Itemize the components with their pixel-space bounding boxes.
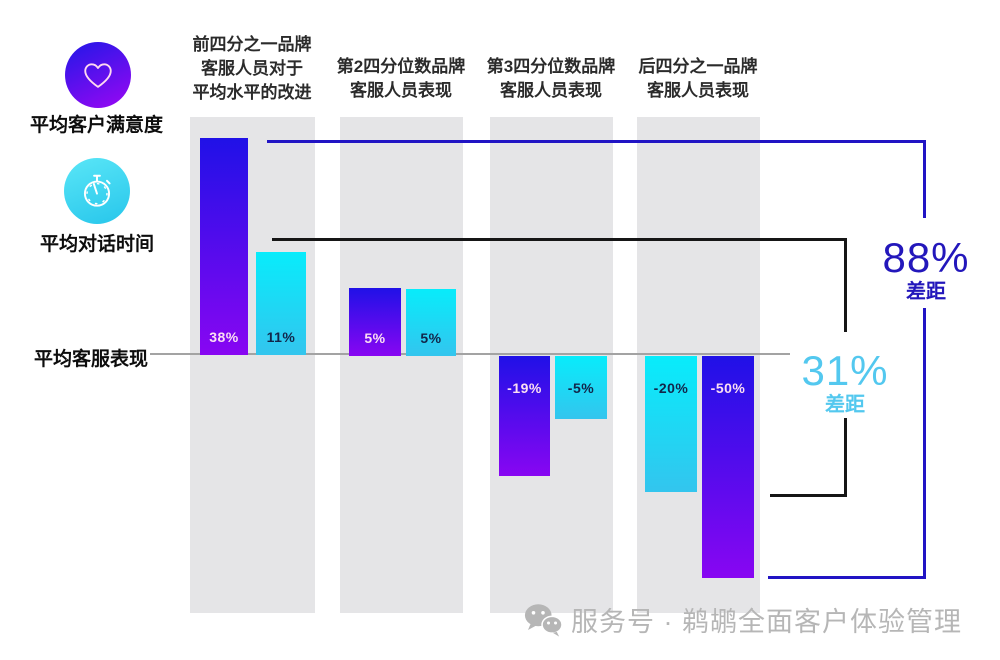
bar-talktime-q2: 5%: [406, 289, 456, 356]
quartile-column-2: [340, 117, 463, 613]
column-header-3: 第3四分位数品牌 客服人员表现: [486, 57, 616, 100]
talktime-gap-sublabel: 差距: [825, 394, 865, 416]
satisfaction-gap-annotation: 88% 差距: [866, 234, 986, 304]
bar-talktime-q4: -20%: [645, 356, 697, 492]
stopwatch-glyph: [83, 174, 111, 207]
bar-talktime-q1: 11%: [256, 252, 306, 355]
bar-satisfaction-q1: 38%: [200, 138, 248, 355]
black-bracket-top: [272, 238, 846, 241]
black-bracket-vertical-upper: [844, 238, 847, 332]
column-header-2: 第2四分位数品牌 客服人员表现: [336, 57, 466, 100]
satisfaction-gap-sublabel: 差距: [906, 281, 946, 303]
bar-satisfaction-q3: -19%: [499, 356, 550, 476]
blue-bracket-bottom: [768, 576, 926, 579]
column-header-1: 前四分之一品牌 客服人员对于 平均水平的改进: [192, 35, 312, 102]
heart-icon: [65, 42, 131, 108]
satisfaction-legend-label: 平均客户满意度: [30, 115, 164, 136]
baseline-axis: [150, 353, 790, 355]
column-header-4: 后四分之一品牌 客服人员表现: [638, 57, 758, 100]
bar-satisfaction-q2: 5%: [349, 288, 401, 356]
bar-talktime-q3: -5%: [555, 356, 607, 419]
talktime-gap-annotation: 31% 差距: [788, 347, 902, 417]
talk-time-legend-label: 平均对话时间: [40, 234, 155, 255]
blue-bracket-vertical-lower: [923, 308, 926, 578]
heart-glyph: [84, 63, 112, 88]
bar-satisfaction-q4: -50%: [702, 356, 754, 578]
watermark: 服务号 · 鹈鹕全面客户体验管理: [522, 600, 962, 639]
stopwatch-icon: [64, 158, 130, 224]
black-bracket-bottom: [770, 494, 847, 497]
wechat-icon: [524, 603, 563, 637]
talktime-gap-value: 31%: [801, 347, 889, 394]
blue-bracket-vertical-upper: [923, 140, 926, 218]
black-bracket-vertical-lower: [844, 418, 847, 497]
watermark-text: 服务号 · 鹈鹕全面客户体验管理: [571, 607, 962, 637]
baseline-label: 平均客服表现: [34, 349, 149, 370]
satisfaction-gap-value: 88%: [882, 234, 970, 281]
blue-bracket-top: [267, 140, 926, 143]
